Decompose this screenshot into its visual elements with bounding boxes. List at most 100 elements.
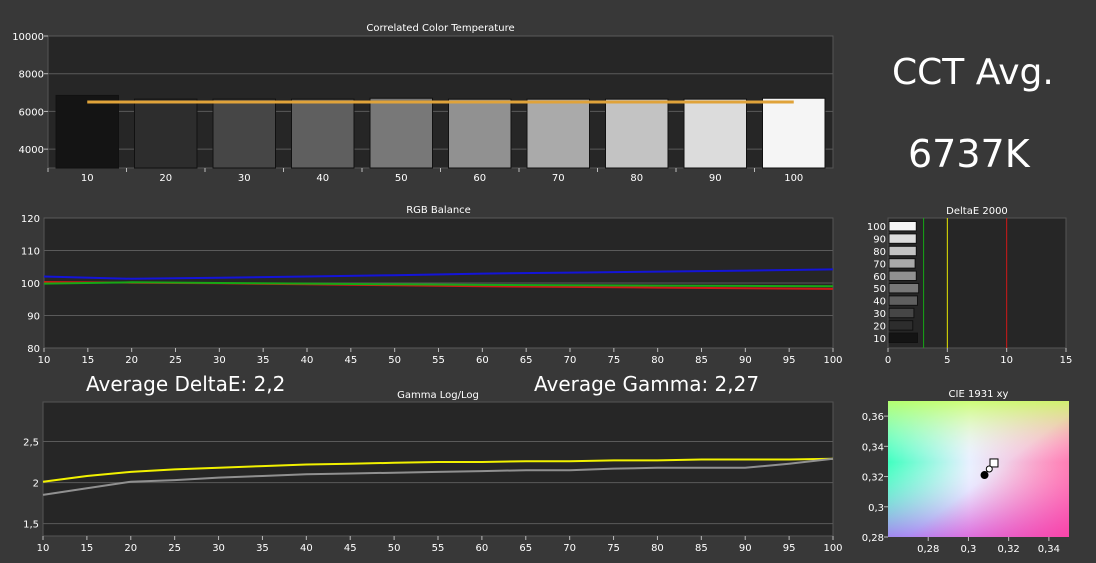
cct-bar xyxy=(526,98,590,169)
y-tick-label: 0,36 xyxy=(862,412,884,423)
x-tick-label: 80 xyxy=(651,355,664,366)
y-tick-label: 0,28 xyxy=(862,533,884,544)
x-tick-label: 30 xyxy=(212,543,225,554)
y-tick-label: 0,34 xyxy=(862,442,884,453)
x-tick-label: 85 xyxy=(695,355,708,366)
x-tick-label: 75 xyxy=(607,543,620,554)
x-tick-label: 70 xyxy=(564,355,577,366)
x-tick-label: 35 xyxy=(256,543,269,554)
y-tick-label: 2 xyxy=(33,479,39,490)
measured-point xyxy=(980,471,989,480)
cct-bar xyxy=(291,98,355,169)
y-tick-label: 80 xyxy=(27,344,40,355)
x-tick-label: 100 xyxy=(823,355,842,366)
green-series-line xyxy=(43,281,834,288)
y-tick-label: 100 xyxy=(21,279,40,290)
y-tick-label: 0,32 xyxy=(862,473,884,484)
blue-series-line xyxy=(43,268,834,280)
cie-chart: CIE 1931 xy 0,28 0,3 0,32 0,34 0,36 0,28 0,3 0,3… xyxy=(862,389,1069,555)
cct-bar xyxy=(212,98,276,169)
x-tick-label: 0,34 xyxy=(1038,544,1060,555)
secondary-point xyxy=(985,465,993,473)
y-tick-label: 10000 xyxy=(12,32,44,43)
x-tick-label: 65 xyxy=(520,355,533,366)
x-tick-label: 20 xyxy=(125,355,138,366)
x-tick-label: 0,32 xyxy=(998,544,1020,555)
x-tick-label: 50 xyxy=(388,543,401,554)
x-tick-label: 10 xyxy=(38,355,51,366)
x-tick-label: 65 xyxy=(519,543,532,554)
x-tick-label: 60 xyxy=(476,355,489,366)
y-tick-label: 80 xyxy=(873,247,886,258)
cct-chart: Correlated Color Temperature 4000 6000 8000… xyxy=(12,23,834,184)
y-tick-label: 50 xyxy=(873,284,886,295)
deltae-bar xyxy=(888,233,917,244)
y-tick-label: 110 xyxy=(21,247,40,258)
target-point xyxy=(989,458,999,468)
y-tick-label: 4000 xyxy=(19,145,44,156)
deltae-bar xyxy=(888,270,917,282)
plot-area xyxy=(42,401,834,537)
average-deltae: Average DeltaE: 2,2 xyxy=(86,372,286,396)
cie-gradient-overlay xyxy=(888,401,1069,537)
x-tick-label: 55 xyxy=(432,543,445,554)
y-tick-label: 0,3 xyxy=(868,503,884,514)
x-tick-label: 80 xyxy=(630,173,643,184)
x-tick-label: 0,28 xyxy=(917,544,939,555)
cct-bar xyxy=(683,98,747,169)
x-tick-label: 15 xyxy=(81,543,94,554)
x-tick-label: 10 xyxy=(81,173,94,184)
y-tick-label: 100 xyxy=(867,222,886,233)
y-tick-label: 70 xyxy=(873,259,886,270)
x-tick-label: 90 xyxy=(739,355,752,366)
cct-avg-label: CCT Avg. xyxy=(892,52,1054,93)
x-tick-label: 100 xyxy=(823,543,842,554)
x-tick-label: 80 xyxy=(651,543,664,554)
cct-bar xyxy=(605,98,669,169)
y-tick-label: 10 xyxy=(873,334,886,345)
y-tick-label: 20 xyxy=(873,321,886,332)
deltae-bar xyxy=(888,332,918,344)
x-tick-label: 25 xyxy=(168,543,181,554)
cct-bar xyxy=(762,97,826,169)
x-tick-label: 20 xyxy=(124,543,137,554)
x-tick-label: 90 xyxy=(739,543,752,554)
x-tick-label: 40 xyxy=(316,173,329,184)
y-tick-label: 1,5 xyxy=(23,520,39,531)
x-tick-label: 20 xyxy=(159,173,172,184)
x-tick-label: 15 xyxy=(81,355,94,366)
x-tick-label: 0 xyxy=(885,355,891,366)
x-tick-label: 70 xyxy=(552,173,565,184)
y-tick-label: 90 xyxy=(27,312,40,323)
deltae-bar xyxy=(888,220,917,232)
x-tick-label: 25 xyxy=(169,355,182,366)
y-tick-label: 40 xyxy=(873,297,886,308)
x-tick-label: 40 xyxy=(301,355,314,366)
x-tick-label: 95 xyxy=(783,543,796,554)
x-tick-label: 90 xyxy=(709,173,722,184)
gamma-measured-line xyxy=(42,457,834,483)
deltae-bar xyxy=(888,307,915,319)
y-tick-label: 6000 xyxy=(19,107,44,118)
x-tick-label: 45 xyxy=(344,543,357,554)
chart-title: Gamma Log/Log xyxy=(397,390,479,401)
deltae-bar xyxy=(888,295,918,306)
cct-bar xyxy=(134,98,198,169)
x-tick-label: 50 xyxy=(388,355,401,366)
y-tick-label: 90 xyxy=(873,235,886,246)
x-tick-label: 60 xyxy=(473,173,486,184)
y-tick-label: 60 xyxy=(873,272,886,283)
gamma-chart: Gamma Log/Log 1,5 2 2,5 10 15 20 25 30 35 40 45 50 55… xyxy=(23,390,842,554)
cct-avg-value: 6737K xyxy=(908,132,1030,176)
x-tick-label: 100 xyxy=(784,173,803,184)
cct-bar xyxy=(369,97,433,169)
deltae-bar xyxy=(888,245,917,257)
x-tick-label: 15 xyxy=(1060,355,1073,366)
x-tick-label: 95 xyxy=(783,355,796,366)
x-tick-label: 55 xyxy=(432,355,445,366)
x-tick-label: 60 xyxy=(476,543,489,554)
x-tick-label: 35 xyxy=(257,355,270,366)
chart-title: DeltaE 2000 xyxy=(946,206,1008,217)
x-tick-label: 30 xyxy=(213,355,226,366)
